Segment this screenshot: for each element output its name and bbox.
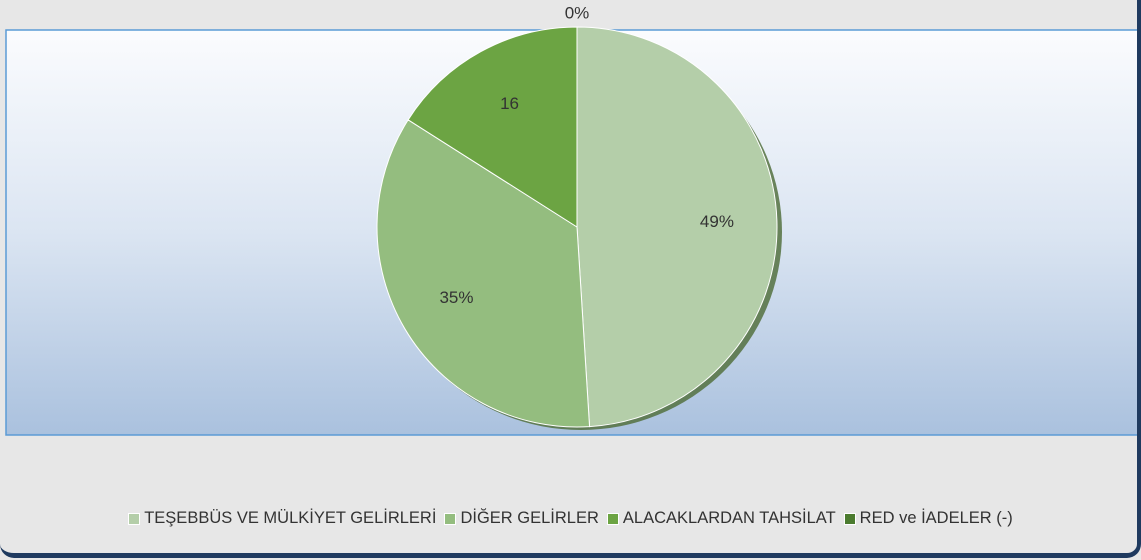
legend-label: TEŞEBBÜS VE MÜLKİYET GELİRLERİ bbox=[144, 509, 437, 527]
data-label: 0% bbox=[565, 3, 590, 22]
legend-item: DİĞER GELİRLER bbox=[444, 509, 599, 528]
legend-item: RED ve İADELER (-) bbox=[843, 509, 1013, 528]
legend-item: ALACAKLARDAN TAHSİLAT bbox=[606, 509, 836, 528]
pie-slice bbox=[376, 119, 591, 428]
data-label: 35% bbox=[439, 288, 473, 307]
legend-swatch bbox=[444, 512, 457, 525]
data-label: 49% bbox=[700, 212, 734, 231]
legend-label: ALACAKLARDAN TAHSİLAT bbox=[622, 509, 836, 527]
legend-swatch bbox=[128, 512, 141, 525]
legend: TEŞEBBÜS VE MÜLKİYET GELİRLERİ DİĞER GELİ… bbox=[0, 509, 1141, 528]
legend-swatch bbox=[843, 512, 856, 525]
pie-slice bbox=[407, 26, 578, 228]
legend-label: RED ve İADELER (-) bbox=[859, 509, 1013, 527]
data-label: 16 bbox=[500, 94, 519, 113]
legend-label: DİĞER GELİRLER bbox=[460, 509, 599, 527]
pie-slice bbox=[576, 26, 778, 428]
legend-item: TEŞEBBÜS VE MÜLKİYET GELİRLERİ bbox=[128, 509, 436, 528]
legend-swatch bbox=[606, 512, 619, 525]
